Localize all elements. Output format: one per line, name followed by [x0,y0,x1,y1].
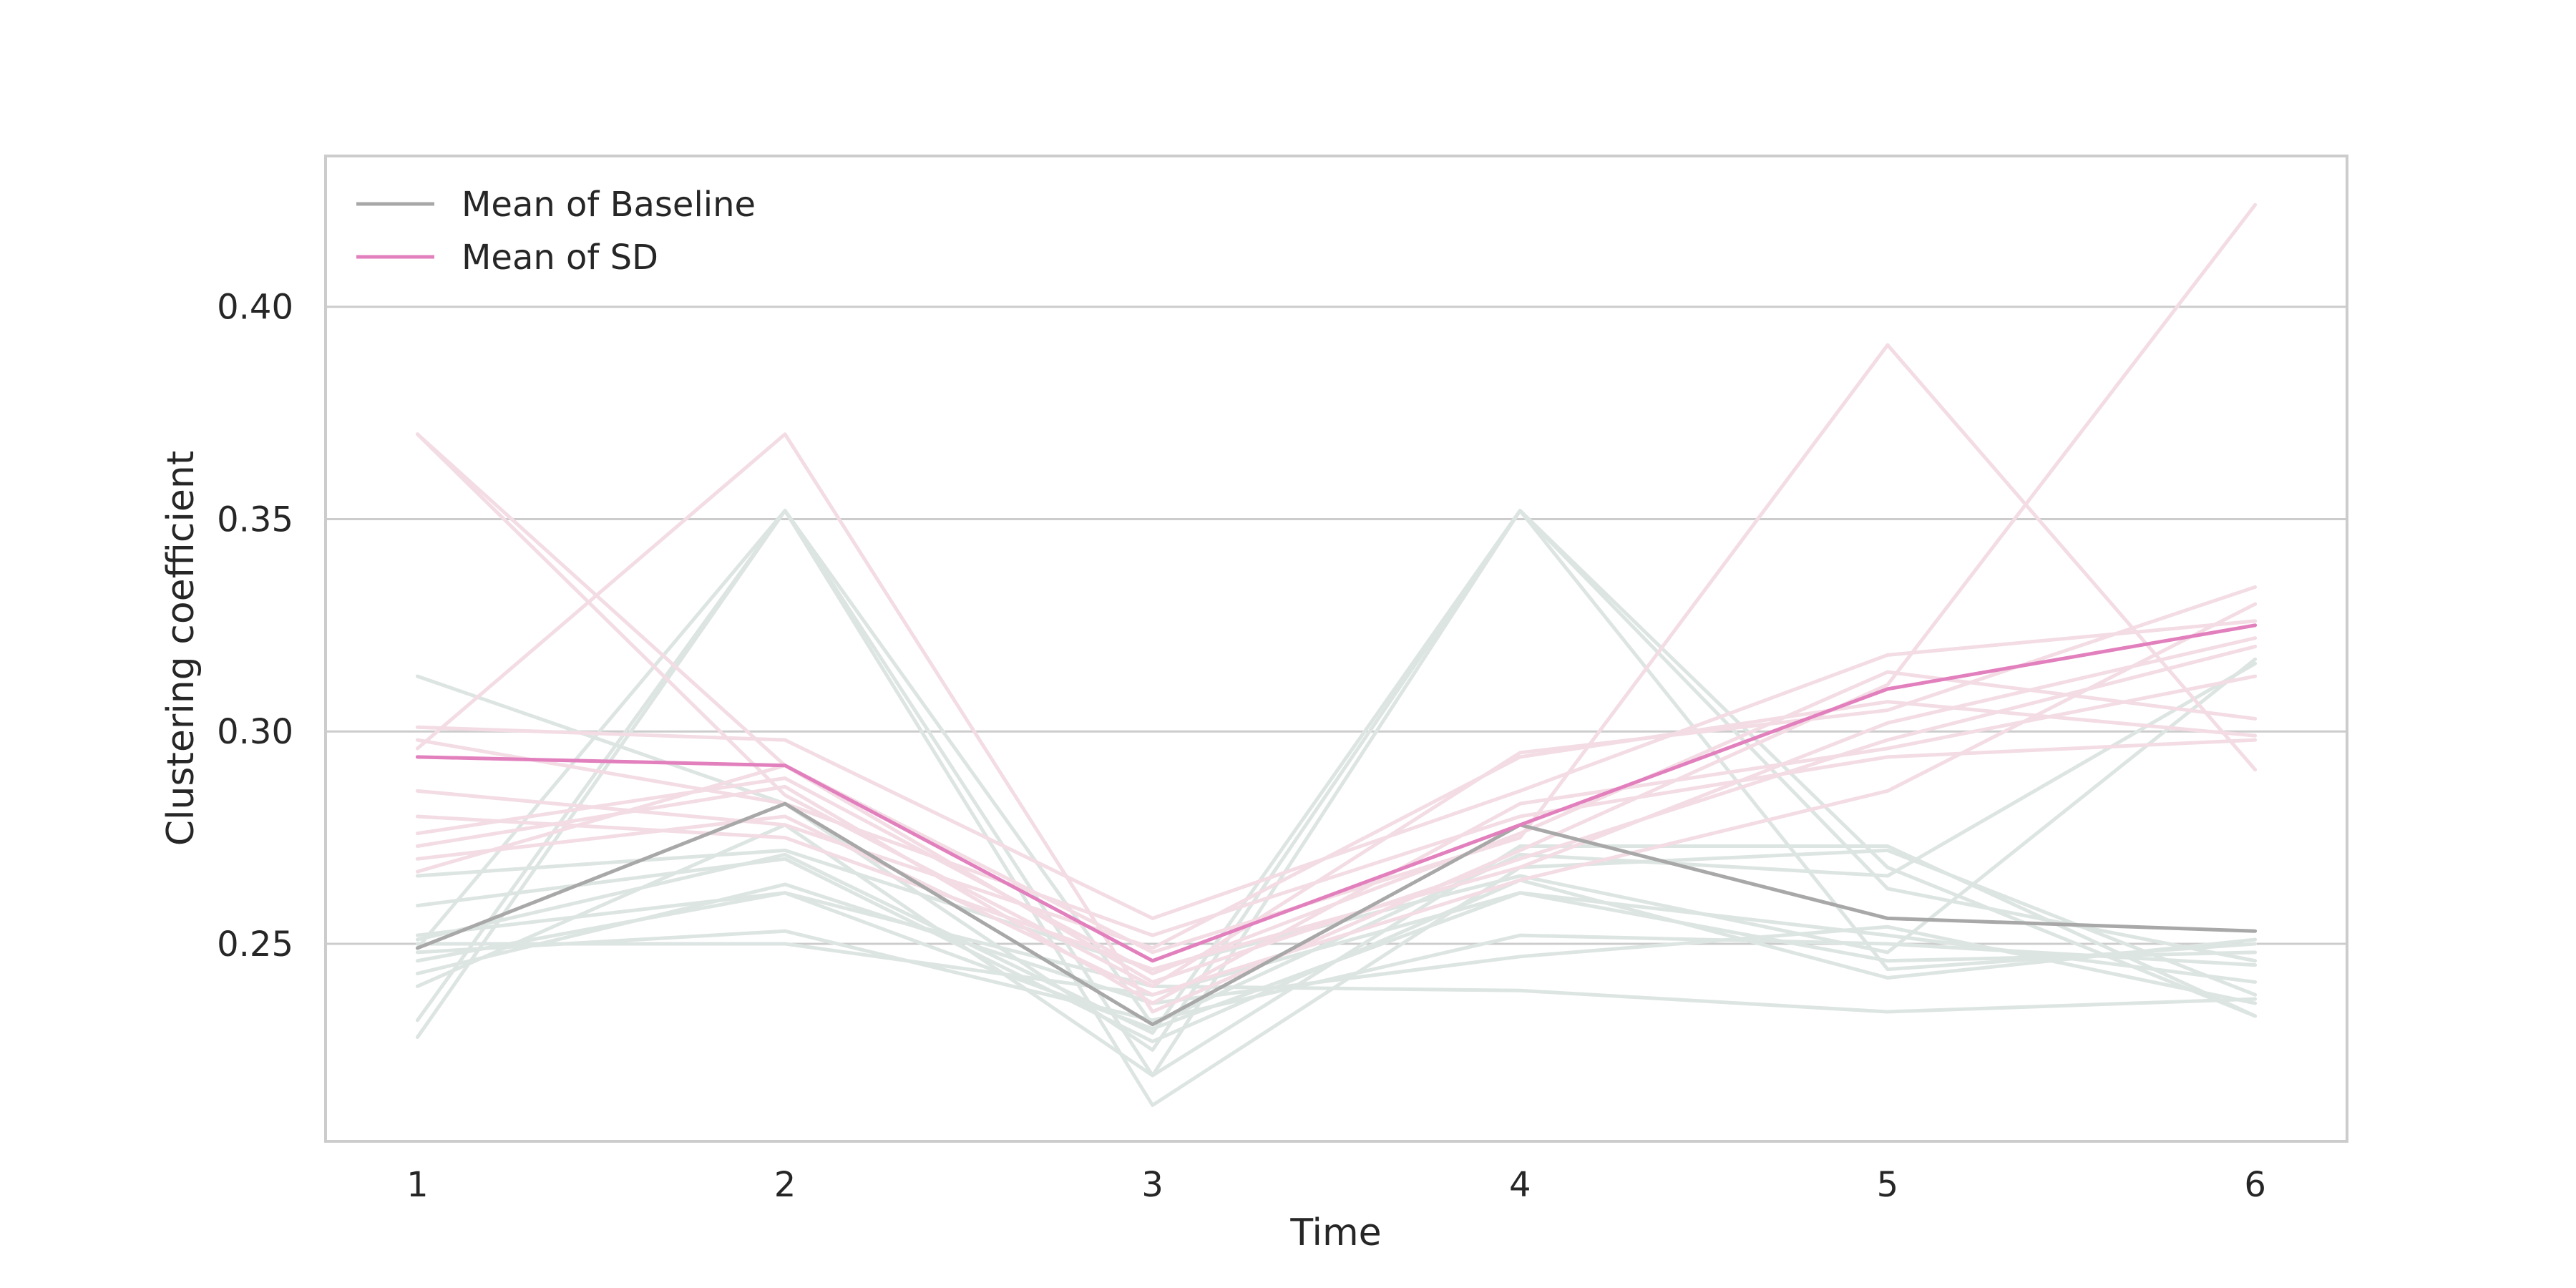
x-tick-label: 4 [1509,1165,1531,1205]
y-tick-label: 0.35 [217,499,293,540]
series-line-baseline-subject [415,929,2258,1023]
series-line-baseline-subject [415,891,2258,997]
series-line-sd-subject [415,645,2258,984]
series-line-baseline-subject [415,891,2258,1031]
series-line-mean-sd [415,623,2258,963]
y-tick-label: 0.25 [217,924,293,965]
x-tick-label: 5 [1877,1165,1899,1205]
x-axis-label: Time [1289,1211,1381,1254]
series-line-sd-subject [415,602,2258,997]
x-tick-label: 6 [2244,1165,2266,1205]
legend: Mean of Baseline Mean of SD [356,185,756,278]
series-line-baseline-subject [415,509,2258,1035]
series-line-sd-subject [415,203,2258,1014]
x-tick-label: 3 [1141,1165,1163,1205]
series-line-mean-baseline [415,801,2258,1027]
series-line-sd-subject [415,432,2258,988]
y-tick-label: 0.30 [217,712,293,752]
series-line-sd-subject [415,619,2258,920]
y-tick-label: 0.40 [217,288,293,328]
y-axis-ticks: 0.25 0.30 0.35 0.40 [217,288,293,965]
series-line-baseline-subject [415,657,2258,972]
series-line-sd-subject [415,674,2258,1005]
x-axis-ticks: 1 2 3 4 5 6 [406,1165,2266,1205]
legend-label-sd: Mean of SD [462,238,658,278]
series-line-baseline-subject [415,891,2258,1014]
plot-frame [324,155,2348,1143]
x-tick-label: 1 [406,1165,429,1205]
legend-label-baseline: Mean of Baseline [462,185,756,225]
x-tick-label: 2 [774,1165,796,1205]
y-axis-label: Clustering coefficient [160,451,203,847]
series-line-sd-subject [415,636,2258,972]
mean-series-lines [415,623,2258,1027]
series-line-baseline-subject [415,509,2258,1027]
series-line-sd-subject [415,738,2258,937]
series-line-sd-subject [415,343,2258,955]
